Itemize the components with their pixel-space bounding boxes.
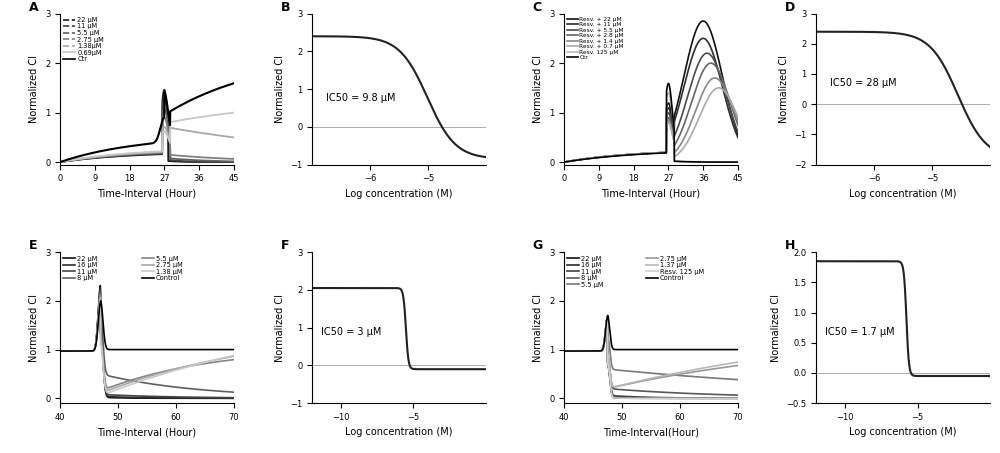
Text: B: B xyxy=(281,0,290,14)
Legend: Resv. + 22 μM, Resv. + 11 μM, Resv. + 5.5 μM, Resv. + 2.8 μM, Resv. + 1.4 μM, Re: Resv. + 22 μM, Resv. + 11 μM, Resv. + 5.… xyxy=(567,16,624,60)
Y-axis label: Normalized CI: Normalized CI xyxy=(533,294,543,361)
Y-axis label: Normalized CI: Normalized CI xyxy=(779,55,789,123)
Y-axis label: Normalized CI: Normalized CI xyxy=(275,55,285,123)
Y-axis label: Normalized CI: Normalized CI xyxy=(29,294,39,361)
Text: IC50 = 3 μM: IC50 = 3 μM xyxy=(321,327,381,337)
Text: C: C xyxy=(533,0,542,14)
X-axis label: Log concentration (M): Log concentration (M) xyxy=(849,428,957,438)
Text: D: D xyxy=(785,0,795,14)
Text: F: F xyxy=(281,239,289,252)
X-axis label: Log concentration (M): Log concentration (M) xyxy=(849,189,957,199)
Text: H: H xyxy=(785,239,795,252)
X-axis label: Time-Interval (Hour): Time-Interval (Hour) xyxy=(97,428,196,438)
Y-axis label: Normalized CI: Normalized CI xyxy=(29,55,39,123)
Y-axis label: Normalized CI: Normalized CI xyxy=(533,55,543,123)
Y-axis label: Normalized CI: Normalized CI xyxy=(275,294,285,361)
X-axis label: Log concentration (M): Log concentration (M) xyxy=(345,189,453,199)
Text: IC50 = 1.7 μM: IC50 = 1.7 μM xyxy=(825,327,894,337)
Text: E: E xyxy=(29,239,37,252)
Legend: 5.5 μM, 2.75 μM, 1.38 μM, Control: 5.5 μM, 2.75 μM, 1.38 μM, Control xyxy=(142,255,182,281)
Text: IC50 = 9.8 μM: IC50 = 9.8 μM xyxy=(326,93,395,103)
X-axis label: Time-Interval (Hour): Time-Interval (Hour) xyxy=(97,189,196,199)
Text: A: A xyxy=(29,0,38,14)
X-axis label: Time-Interval (Hour): Time-Interval (Hour) xyxy=(601,189,701,199)
Legend: 22 μM, 11 μM, 5.5 μM, 2.75 μM, 1.38μM, 0.69μM, Ctr: 22 μM, 11 μM, 5.5 μM, 2.75 μM, 1.38μM, 0… xyxy=(63,17,104,62)
X-axis label: Log concentration (M): Log concentration (M) xyxy=(345,428,453,438)
Text: IC50 = 28 μM: IC50 = 28 μM xyxy=(830,78,897,88)
X-axis label: Time-Interval(Hour): Time-Interval(Hour) xyxy=(603,428,699,438)
Y-axis label: Normalized CI: Normalized CI xyxy=(771,294,781,361)
Text: G: G xyxy=(533,239,543,252)
Legend: 2.75 μM, 1.37 μM, Resv. 125 μM, Control: 2.75 μM, 1.37 μM, Resv. 125 μM, Control xyxy=(646,255,704,281)
